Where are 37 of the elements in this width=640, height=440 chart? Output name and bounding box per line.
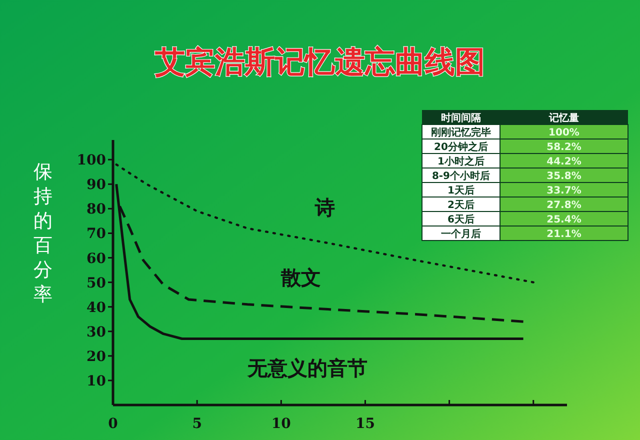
series-label: 散文 [280,265,322,290]
y-tick-label: 100 [76,152,106,169]
series-label: 诗 [314,196,335,220]
y-tick-label: 90 [86,177,106,194]
text: 21.1% [546,229,582,240]
x-tick-label: 0 [108,416,118,432]
text: 35.8% [546,171,582,182]
y-tick-label: 60 [86,250,106,267]
category-label: 刚刚记忆完毕 [431,126,491,138]
text: 44.2% [546,156,582,168]
text: 25.4% [546,214,582,226]
y-tick-label: 10 [86,373,106,390]
category-label: 20分钟之后 [434,141,488,153]
category-label: 2天后 [448,199,474,211]
x-tick-label: 10 [271,416,292,432]
text: 记忆量 [548,112,579,124]
x-tick-label: 15 [355,416,375,432]
category-label: 6天后 [448,214,474,226]
y-axis-title: 保持的百分率 [34,161,52,306]
series-label: 无意义的音节 [246,356,368,380]
text: 33.7% [546,186,582,196]
x-tick-label: 5 [192,416,202,432]
y-tick-label: 80 [86,202,106,218]
y-tick-label: 30 [86,324,106,340]
category-label: 一个月后 [441,228,481,240]
text: 时间间隔 [441,112,481,124]
y-tick-label: 50 [86,275,106,292]
category-label: 1小时之后 [438,156,484,168]
y-tick-label: 70 [86,226,106,242]
category-label: 1天后 [448,184,474,196]
text: 58.2% [546,142,582,153]
y-tick-label: 20 [86,348,106,365]
text: 100% [548,128,580,138]
category-label: 8-9个小时后 [432,170,490,182]
text: 27.8% [546,200,582,211]
y-tick-label: 40 [86,300,106,316]
chart-title: 艾宾浩斯记忆遗忘曲线图 [154,45,485,80]
